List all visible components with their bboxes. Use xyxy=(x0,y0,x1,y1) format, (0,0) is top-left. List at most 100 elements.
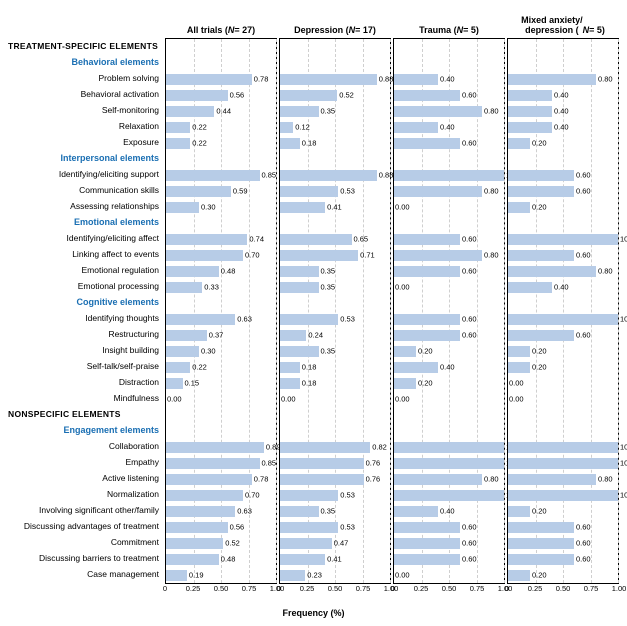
bar-row: 0.00 xyxy=(508,375,618,391)
bar-value: 0.80 xyxy=(596,75,613,84)
spacer-row xyxy=(508,151,618,167)
bar-row: 0.78 xyxy=(166,71,276,87)
bar-value: 0.65 xyxy=(352,235,369,244)
bar-row: 0.53 xyxy=(280,183,390,199)
bar-row: 0.40 xyxy=(508,119,618,135)
bar-value: 0.60 xyxy=(574,171,591,180)
bar: 0.60 xyxy=(508,538,574,549)
spacer-row xyxy=(394,215,504,231)
bar-value: 0.15 xyxy=(183,379,200,388)
bar-row: 0.37 xyxy=(166,327,276,343)
bar-row: 0.22 xyxy=(166,359,276,375)
bar-row: 0.23 xyxy=(280,567,390,583)
bar: 10.00 xyxy=(394,170,504,181)
bar-row: 0.52 xyxy=(166,535,276,551)
bar-row: 0.56 xyxy=(166,519,276,535)
bar-value: 0.60 xyxy=(574,251,591,260)
bar-value: 0.35 xyxy=(319,347,336,356)
bar-row: 0.41 xyxy=(280,199,390,215)
bar-row: 0.60 xyxy=(508,183,618,199)
x-tick: 0 xyxy=(277,584,281,593)
bar-value: 0.12 xyxy=(293,123,310,132)
spacer-row xyxy=(394,423,504,439)
bar-value: 0.60 xyxy=(574,555,591,564)
bar-value: 0.82 xyxy=(370,443,387,452)
bar: 0.60 xyxy=(394,522,460,533)
spacer-row xyxy=(508,423,618,439)
bar: 0.18 xyxy=(280,138,300,149)
row-label: Communication skills xyxy=(8,182,163,198)
spacer-row xyxy=(280,407,390,423)
bar-value: 0.00 xyxy=(394,571,410,580)
bar-row: 0.33 xyxy=(166,279,276,295)
bar-value: 0.60 xyxy=(460,539,477,548)
x-tick: 0.25 xyxy=(414,584,429,593)
bar: 0.56 xyxy=(166,522,228,533)
bar: 0.85 xyxy=(166,458,260,469)
bar-value: 0.60 xyxy=(460,331,477,340)
bar-value: 0.41 xyxy=(325,203,342,212)
bar: 0.60 xyxy=(508,522,574,533)
bar: 0.76 xyxy=(280,458,364,469)
bar-value: 0.80 xyxy=(482,187,499,196)
bar-value: 0.00 xyxy=(394,203,410,212)
bar-row: 0.74 xyxy=(166,231,276,247)
bar-row: 0.22 xyxy=(166,119,276,135)
bar-value: 0.00 xyxy=(508,395,524,404)
bar-row: 0.59 xyxy=(166,183,276,199)
x-axis: 00.250.500.751.00 xyxy=(279,584,391,604)
bar-row: 0.60 xyxy=(394,135,504,151)
bar: 0.35 xyxy=(280,346,319,357)
x-tick: 0.50 xyxy=(328,584,343,593)
bar-value: 0.20 xyxy=(530,571,547,580)
spacer-row xyxy=(394,39,504,55)
spacer-row xyxy=(508,407,618,423)
panel-header: Mixed anxiety/depression (N = 5) xyxy=(507,8,619,38)
bar: 0.22 xyxy=(166,122,190,133)
bar-value: 0.76 xyxy=(364,475,381,484)
bar-value: 0.80 xyxy=(596,475,613,484)
x-tick: 0.50 xyxy=(442,584,457,593)
bar: 0.80 xyxy=(394,474,482,485)
row-label: Emotional regulation xyxy=(8,262,163,278)
spacer-row xyxy=(166,215,276,231)
bar-value: 0.47 xyxy=(332,539,349,548)
bar-row: 0.60 xyxy=(508,327,618,343)
bar-row: 0.40 xyxy=(508,103,618,119)
x-tick: 0 xyxy=(505,584,509,593)
bar-row: 0.82 xyxy=(280,439,390,455)
bar-row: 0.41 xyxy=(280,551,390,567)
bar: 0.22 xyxy=(166,362,190,373)
bar: 0.56 xyxy=(166,90,228,101)
bar-row: 0.80 xyxy=(394,103,504,119)
row-label: Behavioral activation xyxy=(8,86,163,102)
bar: 0.18 xyxy=(280,362,300,373)
bar: 0.37 xyxy=(166,330,207,341)
bar: 10.00 xyxy=(394,490,504,501)
bar: 0.48 xyxy=(166,266,219,277)
bar-row: 0.18 xyxy=(280,135,390,151)
bar-value: 0.52 xyxy=(223,539,240,548)
bar-row: 10.00 xyxy=(508,231,618,247)
bar-row: 0.47 xyxy=(280,535,390,551)
bar: 0.40 xyxy=(508,282,552,293)
bar-row: 0.63 xyxy=(166,311,276,327)
bar-row: 0.60 xyxy=(394,311,504,327)
x-axis: 00.250.500.751.00 xyxy=(393,584,505,604)
bar: 0.60 xyxy=(508,330,574,341)
bar-row: 0.52 xyxy=(280,87,390,103)
bar-value: 0.44 xyxy=(214,107,231,116)
bar-value: 0.40 xyxy=(552,107,569,116)
row-label: Insight building xyxy=(8,342,163,358)
bar-row: 0.00 xyxy=(394,199,504,215)
bar-value: 0.60 xyxy=(574,187,591,196)
bar-row: 0.35 xyxy=(280,263,390,279)
bar-value: 10.00 xyxy=(618,315,627,324)
bar-row: 10.00 xyxy=(508,455,618,471)
bar-row: 0.76 xyxy=(280,471,390,487)
x-tick: 0.25 xyxy=(186,584,201,593)
bar-row: 0.35 xyxy=(280,503,390,519)
bar-row: 0.15 xyxy=(166,375,276,391)
bar-value: 0.52 xyxy=(337,91,354,100)
spacer-row xyxy=(280,215,390,231)
